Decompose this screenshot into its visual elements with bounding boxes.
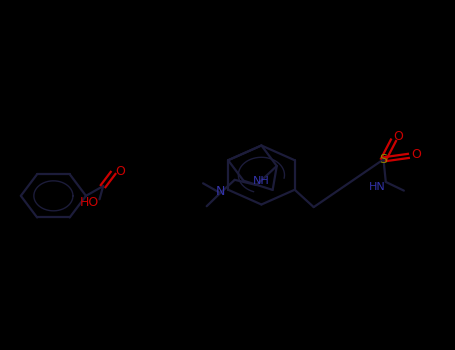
Text: HN: HN: [369, 182, 386, 192]
Text: NH: NH: [253, 176, 270, 186]
Text: O: O: [412, 148, 421, 161]
Text: O: O: [115, 165, 125, 178]
Text: O: O: [393, 130, 403, 143]
Text: S: S: [379, 153, 388, 166]
Text: HO: HO: [80, 196, 99, 209]
Text: N: N: [216, 185, 225, 198]
